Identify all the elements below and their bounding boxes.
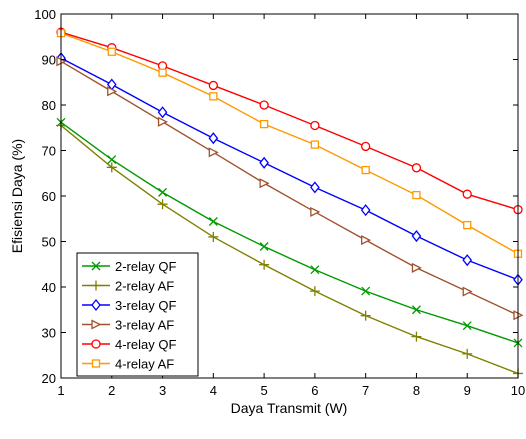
x-tick-label: 5: [260, 383, 267, 398]
data-point-3-relay-af: [310, 206, 321, 217]
data-point-3-relay-af: [107, 86, 118, 97]
y-axis-label: Efisiensi Daya (%): [9, 139, 25, 253]
y-tick-label: 100: [34, 7, 56, 22]
y-tick-label: 90: [42, 53, 56, 68]
data-point-4-relay-af: [107, 47, 116, 56]
data-point-3-relay-qf: [157, 106, 168, 119]
data-point-4-relay-af: [310, 140, 320, 149]
data-point-4-relay-af: [158, 68, 167, 77]
series-line-4-relay-af: [60, 32, 519, 255]
data-point-3-relay-qf: [208, 132, 219, 145]
legend-marker-2-relay-qf: [91, 261, 101, 271]
y-tick-label: 50: [42, 235, 56, 250]
data-point-4-relay-qf: [310, 120, 320, 131]
data-point-3-relay-qf: [310, 181, 320, 194]
data-point-2-relay-af: [208, 231, 219, 242]
legend-marker-3-relay-qf: [91, 298, 101, 312]
ticks-layer: 1 2 3 4 5 6 7 8 9 10 20 30 40 50 60 70 80 90 100: [34, 7, 525, 398]
legend-label-3-relay-af: 3-relay AF: [115, 318, 174, 333]
legend-marker-3-relay-af: [91, 319, 102, 330]
legend-marker-4-relay-af: [91, 359, 101, 368]
data-point-2-relay-qf: [107, 155, 117, 165]
data-point-3-relay-qf: [259, 156, 269, 169]
data-point-3-relay-af: [462, 286, 473, 297]
data-point-2-relay-af: [462, 348, 473, 359]
x-tick-label: 7: [362, 383, 369, 398]
y-tick-label: 30: [42, 326, 56, 341]
data-point-2-relay-qf: [411, 305, 421, 315]
legend-label-3-relay-qf: 3-relay QF: [115, 298, 176, 313]
x-tick-label: 6: [311, 383, 318, 398]
y-tick-label: 60: [42, 189, 56, 204]
data-point-2-relay-af: [259, 259, 270, 270]
legend-label-2-relay-qf: 2-relay QF: [115, 259, 176, 274]
data-point-2-relay-af: [360, 310, 371, 321]
data-point-4-relay-af: [463, 220, 472, 230]
x-tick-label: 9: [464, 383, 471, 398]
data-point-2-relay-qf: [259, 242, 269, 251]
data-point-2-relay-af: [411, 331, 422, 342]
legend-marker-4-relay-qf: [91, 339, 101, 349]
y-tick-label: 20: [42, 371, 56, 386]
y-tick-label: 70: [42, 144, 56, 159]
data-point-4-relay-qf: [259, 100, 269, 110]
x-axis-label: Daya Transmit (W): [231, 400, 348, 416]
legend-marker-2-relay-af: [91, 280, 101, 291]
series-line-4-relay-qf: [60, 31, 519, 211]
data-point-4-relay-af: [209, 92, 218, 101]
x-tick-label: 8: [413, 383, 420, 398]
legend-label-4-relay-af: 4-relay AF: [115, 357, 174, 372]
legend-label-2-relay-af: 2-relay AF: [115, 279, 174, 294]
data-point-4-relay-af: [412, 190, 421, 200]
x-tick-label: 2: [108, 383, 115, 398]
data-point-2-relay-af: [157, 199, 168, 210]
data-point-3-relay-af: [411, 262, 422, 273]
y-tick-label: 40: [42, 280, 56, 295]
data-point-4-relay-qf: [208, 80, 218, 91]
data-point-2-relay-qf: [310, 265, 320, 275]
data-point-2-relay-qf: [158, 187, 168, 197]
data-point-4-relay-af: [259, 119, 269, 129]
data-point-4-relay-qf: [411, 163, 422, 173]
data-point-2-relay-af: [309, 286, 320, 297]
x-tick-label: 4: [210, 383, 217, 398]
data-point-2-relay-qf: [208, 217, 218, 226]
data-point-3-relay-af: [208, 147, 219, 158]
legend-label-4-relay-qf: 4-relay QF: [115, 337, 176, 352]
series-line-3-relay-af: [60, 60, 519, 316]
data-point-4-relay-af: [361, 165, 370, 175]
legend-box: [76, 252, 199, 377]
data-point-3-relay-af: [157, 116, 169, 127]
data-point-3-relay-qf: [411, 229, 422, 243]
data-point-3-relay-af: [259, 178, 270, 189]
y-tick-label: 80: [42, 98, 56, 113]
data-point-3-relay-qf: [360, 204, 371, 217]
series-line-3-relay-qf: [60, 57, 519, 281]
data-point-2-relay-qf: [361, 286, 371, 296]
data-point-4-relay-qf: [462, 189, 472, 199]
x-tick-label: 1: [57, 383, 64, 398]
data-point-4-relay-qf: [361, 141, 371, 152]
data-point-3-relay-qf: [462, 254, 473, 267]
data-point-3-relay-af: [361, 235, 372, 246]
legend: 2-relay QF 2-relay AF 3-relay QF 3-relay AF…: [76, 252, 199, 377]
series-line-2-relay-qf: [60, 121, 519, 344]
series-line-2-relay-af: [60, 124, 519, 375]
data-point-2-relay-af: [106, 162, 117, 173]
data-point-2-relay-qf: [462, 321, 472, 331]
x-tick-label: 3: [159, 383, 166, 398]
x-tick-label: 10: [511, 383, 525, 398]
